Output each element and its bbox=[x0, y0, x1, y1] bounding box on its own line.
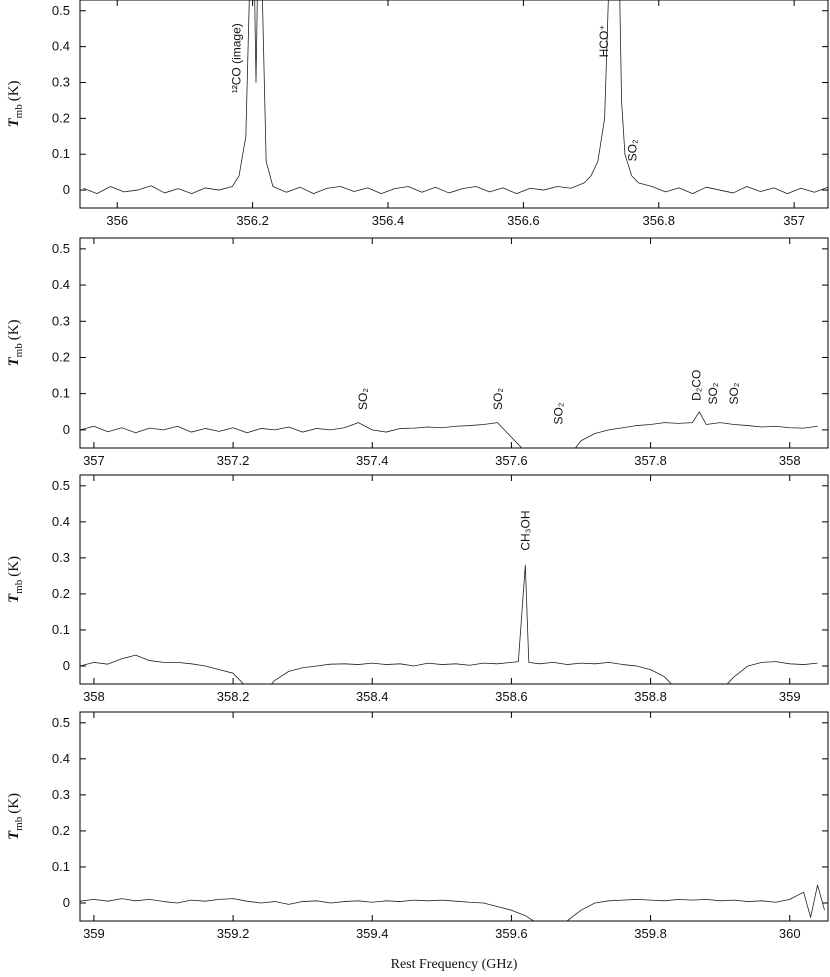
y-label-subscript: mb bbox=[13, 816, 25, 831]
y-tick-label: 0.3 bbox=[52, 74, 70, 89]
y-tick-label: 0 bbox=[63, 658, 70, 673]
y-tick-label: 0 bbox=[63, 182, 70, 197]
y-tick-label: 0.4 bbox=[52, 39, 70, 54]
y-tick-label: 0.3 bbox=[52, 313, 70, 328]
x-tick-label: 356.6 bbox=[507, 213, 540, 228]
spectrum-line bbox=[80, 564, 818, 684]
y-label-symbol: T bbox=[6, 118, 22, 128]
y-tick-label: 0 bbox=[63, 895, 70, 910]
x-tick-label: 356.2 bbox=[236, 213, 269, 228]
line-label: HCO⁺ bbox=[597, 24, 611, 57]
plot-frame bbox=[79, 474, 829, 685]
line-label: SO₂ bbox=[356, 388, 370, 410]
y-axis-label: Tmb (K) bbox=[6, 319, 25, 366]
y-tick-label: 0.1 bbox=[52, 622, 70, 637]
line-label: SO₂ bbox=[625, 139, 639, 161]
x-tick-label: 358.8 bbox=[634, 689, 667, 704]
y-tick-label: 0.3 bbox=[52, 550, 70, 565]
y-axis-label: Tmb (K) bbox=[6, 556, 25, 603]
y-tick-label: 0.5 bbox=[52, 715, 70, 730]
spectrum-line bbox=[80, 411, 818, 448]
x-tick-label: 356.4 bbox=[372, 213, 405, 228]
plot-frame bbox=[79, 0, 829, 209]
panel: 0 0.1 0.2 0.3 0.4 0.5 357 357.2 357.4 357.6 357.8 3… bbox=[6, 237, 829, 468]
x-tick-label: 358.6 bbox=[495, 689, 528, 704]
line-label: SO₂ bbox=[727, 382, 741, 404]
x-tick-label: 358 bbox=[83, 689, 105, 704]
y-label-unit: (K) bbox=[6, 80, 22, 101]
y-tick-label: 0.3 bbox=[52, 787, 70, 802]
x-tick-label: 358 bbox=[779, 453, 801, 468]
y-tick-label: 0.1 bbox=[52, 146, 70, 161]
x-tick-label: 357 bbox=[783, 213, 805, 228]
x-tick-label: 357 bbox=[83, 453, 105, 468]
x-tick-label: 359 bbox=[83, 926, 105, 941]
y-tick-label: 0 bbox=[63, 422, 70, 437]
plot-frame bbox=[79, 237, 829, 449]
x-tick-label: 357.8 bbox=[634, 453, 667, 468]
y-label-unit: (K) bbox=[6, 793, 22, 814]
y-tick-label: 0.2 bbox=[52, 349, 70, 364]
x-tick-label: 359.2 bbox=[217, 926, 250, 941]
panel: 0 0.1 0.2 0.3 0.4 0.5 356 356.2 356.4 356.6 356.8 3… bbox=[6, 0, 829, 228]
x-tick-label: 360 bbox=[779, 926, 801, 941]
x-tick-label: 357.6 bbox=[495, 453, 528, 468]
line-label: SO₂ bbox=[706, 382, 720, 404]
y-label-subscript: mb bbox=[13, 579, 25, 594]
line-label: CH₃OH bbox=[518, 510, 532, 550]
panel: 0 0.1 0.2 0.3 0.4 0.5 358 358.2 358.4 358.6 358.8 3… bbox=[6, 474, 829, 704]
y-label-subscript: mb bbox=[13, 104, 25, 119]
x-tick-label: 359.6 bbox=[495, 926, 528, 941]
y-label-unit: (K) bbox=[6, 319, 22, 340]
x-tick-label: 356.8 bbox=[642, 213, 675, 228]
y-axis-label: Tmb (K) bbox=[6, 793, 25, 840]
y-label-subscript: mb bbox=[13, 343, 25, 358]
y-axis-label: Tmb (K) bbox=[6, 80, 25, 127]
x-tick-label: 357.4 bbox=[356, 453, 389, 468]
x-tick-label: 358.4 bbox=[356, 689, 389, 704]
y-tick-label: 0.5 bbox=[52, 478, 70, 493]
y-tick-label: 0.2 bbox=[52, 110, 70, 125]
x-tick-label: 359 bbox=[779, 689, 801, 704]
x-tick-label: 357.2 bbox=[217, 453, 250, 468]
x-tick-label: 359.8 bbox=[634, 926, 667, 941]
panel: 0 0.1 0.2 0.3 0.4 0.5 359 359.2 359.4 359.6 359.8 3… bbox=[6, 711, 829, 972]
y-label-symbol: T bbox=[6, 593, 22, 603]
line-label: SO₂ bbox=[491, 388, 505, 410]
y-label-unit: (K) bbox=[6, 556, 22, 577]
x-tick-label: 356 bbox=[106, 213, 128, 228]
x-tick-label: 359.4 bbox=[356, 926, 389, 941]
y-tick-label: 0.5 bbox=[52, 241, 70, 256]
x-tick-label: 358.2 bbox=[217, 689, 250, 704]
line-label: SO₂ bbox=[552, 402, 566, 424]
y-tick-label: 0.4 bbox=[52, 751, 70, 766]
plot-frame bbox=[79, 711, 829, 922]
y-tick-label: 0.5 bbox=[52, 3, 70, 18]
y-label-symbol: T bbox=[6, 357, 22, 367]
line-label: ¹²CO (image) bbox=[229, 23, 243, 93]
spectrum-line bbox=[83, 0, 828, 195]
y-tick-label: 0.1 bbox=[52, 859, 70, 874]
x-axis-label: Rest Frequency (GHz) bbox=[391, 957, 518, 972]
y-tick-label: 0.2 bbox=[52, 586, 70, 601]
line-label: D₂CO bbox=[689, 370, 703, 401]
y-tick-label: 0.4 bbox=[52, 514, 70, 529]
y-label-symbol: T bbox=[6, 830, 22, 840]
y-tick-label: 0.4 bbox=[52, 277, 70, 292]
spectrum-line bbox=[80, 884, 825, 921]
y-tick-label: 0.1 bbox=[52, 386, 70, 401]
y-tick-label: 0.2 bbox=[52, 823, 70, 838]
